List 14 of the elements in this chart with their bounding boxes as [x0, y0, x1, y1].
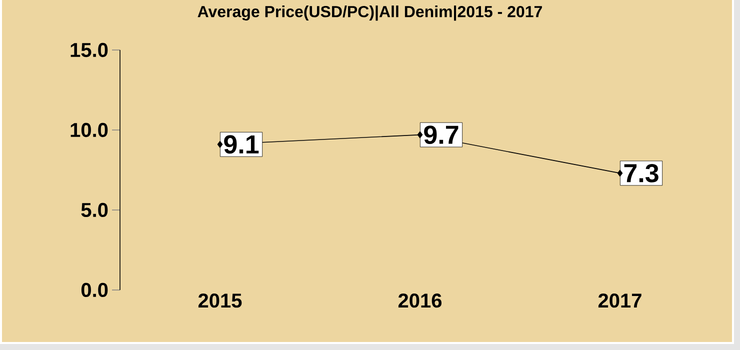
x-tick-label: 2017	[598, 294, 642, 308]
point	[217, 140, 223, 148]
data-label: 7.3	[624, 164, 658, 182]
x-tick-label: 2015	[198, 294, 242, 308]
data-label: 9.7	[424, 126, 458, 144]
point	[617, 170, 623, 177]
y-tick-label: 0.0	[81, 282, 108, 298]
chart-title: Average Price(USD/PC)|All Denim|2015 - 2017	[198, 6, 542, 21]
y-tick-label: 10.0	[70, 122, 108, 138]
y-tick-label: 5.0	[81, 202, 108, 218]
point	[417, 131, 423, 138]
y-tick-label: 15.0	[70, 42, 108, 58]
x-tick-label: 2016	[398, 294, 442, 308]
data-label: 9.1	[224, 135, 259, 154]
